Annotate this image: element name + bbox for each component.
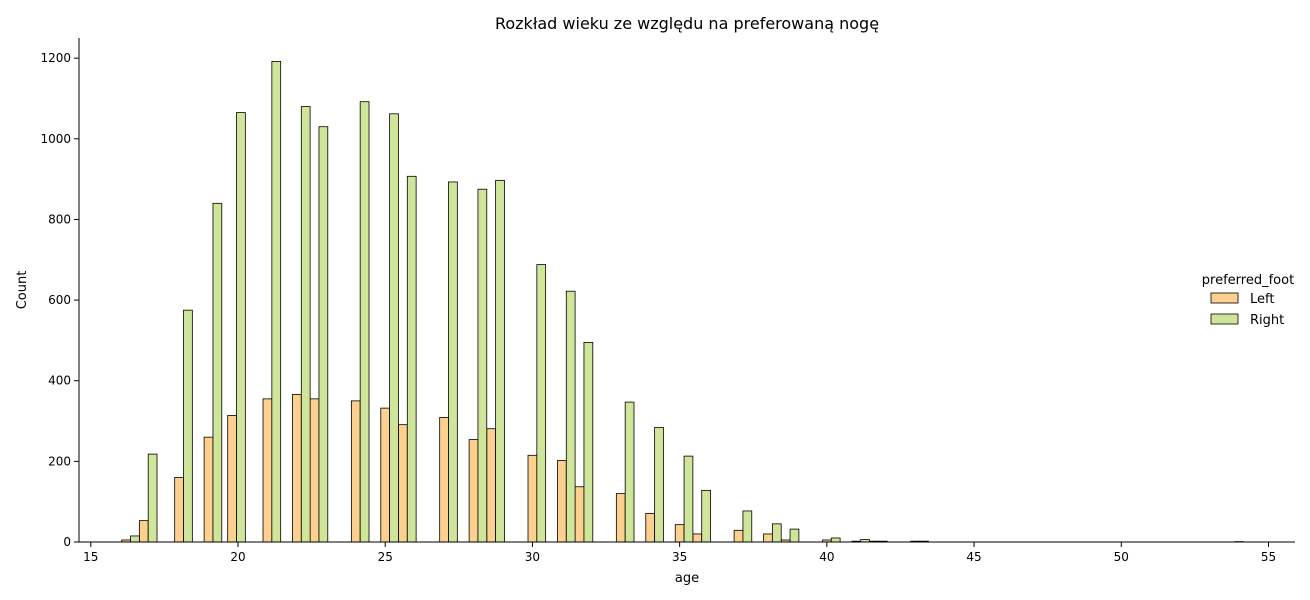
y-tick-label: 200 [48,454,71,468]
bar-right [683,455,694,543]
bar-right [583,342,594,543]
bar-right [448,181,458,543]
bar-right [565,290,576,543]
x-tick-label: 40 [819,550,834,564]
bar-left [557,460,567,543]
bar-left [439,417,449,543]
x-tick-label: 25 [378,550,393,564]
chart-title: Rozkład wieku ze względu na preferowaną … [495,14,879,33]
bar-right [130,535,140,543]
bar-right [624,401,635,543]
y-tick-label: 0 [63,535,71,549]
y-tick-label: 400 [48,374,71,388]
x-tick-label: 35 [672,550,687,564]
y-axis: 0 200 400 600 800 1000 1200 [40,38,80,549]
y-tick-label: 800 [48,212,71,226]
x-tick-label: 50 [1114,550,1129,564]
y-tick-label: 1000 [40,132,71,146]
bar-left [262,398,273,543]
bar-right [318,126,329,543]
bar-left [203,436,214,543]
x-tick-label: 55 [1261,550,1276,564]
x-axis-label: age [675,571,699,586]
bar-left [227,414,237,543]
bar-left [292,394,302,543]
legend: preferred_foot Left Right [1202,273,1294,328]
x-axis: 15 20 25 30 35 40 45 50 55 [79,541,1295,564]
legend-title: preferred_foot [1202,273,1294,288]
bar-right [271,60,282,543]
bar-right [212,202,223,543]
bar-right [477,188,488,543]
bar-right [771,523,782,543]
bar-left [468,439,479,543]
bar-right [742,510,753,543]
y-tick-label: 600 [48,293,71,307]
legend-swatch-left [1210,292,1239,304]
bar-left [763,533,773,543]
bar-right [236,112,246,543]
legend-label-left: Left [1250,292,1274,307]
bar-right [389,113,399,543]
bar-right [789,528,800,543]
bar-left [527,454,538,543]
bar-left [486,428,497,543]
bar-left [692,533,703,543]
bars-group [121,60,1244,543]
bar-left [398,424,408,543]
bar-left [645,512,656,543]
bar-left [615,493,626,543]
bar-right [536,264,547,543]
bar-right [406,175,417,543]
bar-right [654,427,664,543]
bar-left [574,486,585,543]
bar-left [380,407,391,543]
bar-left [350,400,361,543]
x-tick-label: 20 [230,550,245,564]
bar-left [733,529,744,543]
bar-right [701,489,711,543]
bar-right [830,537,841,543]
bar-right [359,101,370,543]
y-tick-label: 1200 [40,51,71,65]
bar-left [309,398,320,543]
bar-left [174,477,184,543]
x-tick-label: 45 [966,550,981,564]
x-tick-label: 15 [83,550,98,564]
legend-swatch-right [1210,313,1239,325]
bar-left [674,524,685,543]
bar-right [495,179,505,543]
bar-left [138,520,149,543]
bar-right [147,453,158,543]
y-axis-label: Count [15,271,30,310]
x-tick-label: 30 [525,550,540,564]
bar-right [183,309,193,543]
bar-right [300,106,311,543]
legend-label-right: Right [1250,313,1284,328]
